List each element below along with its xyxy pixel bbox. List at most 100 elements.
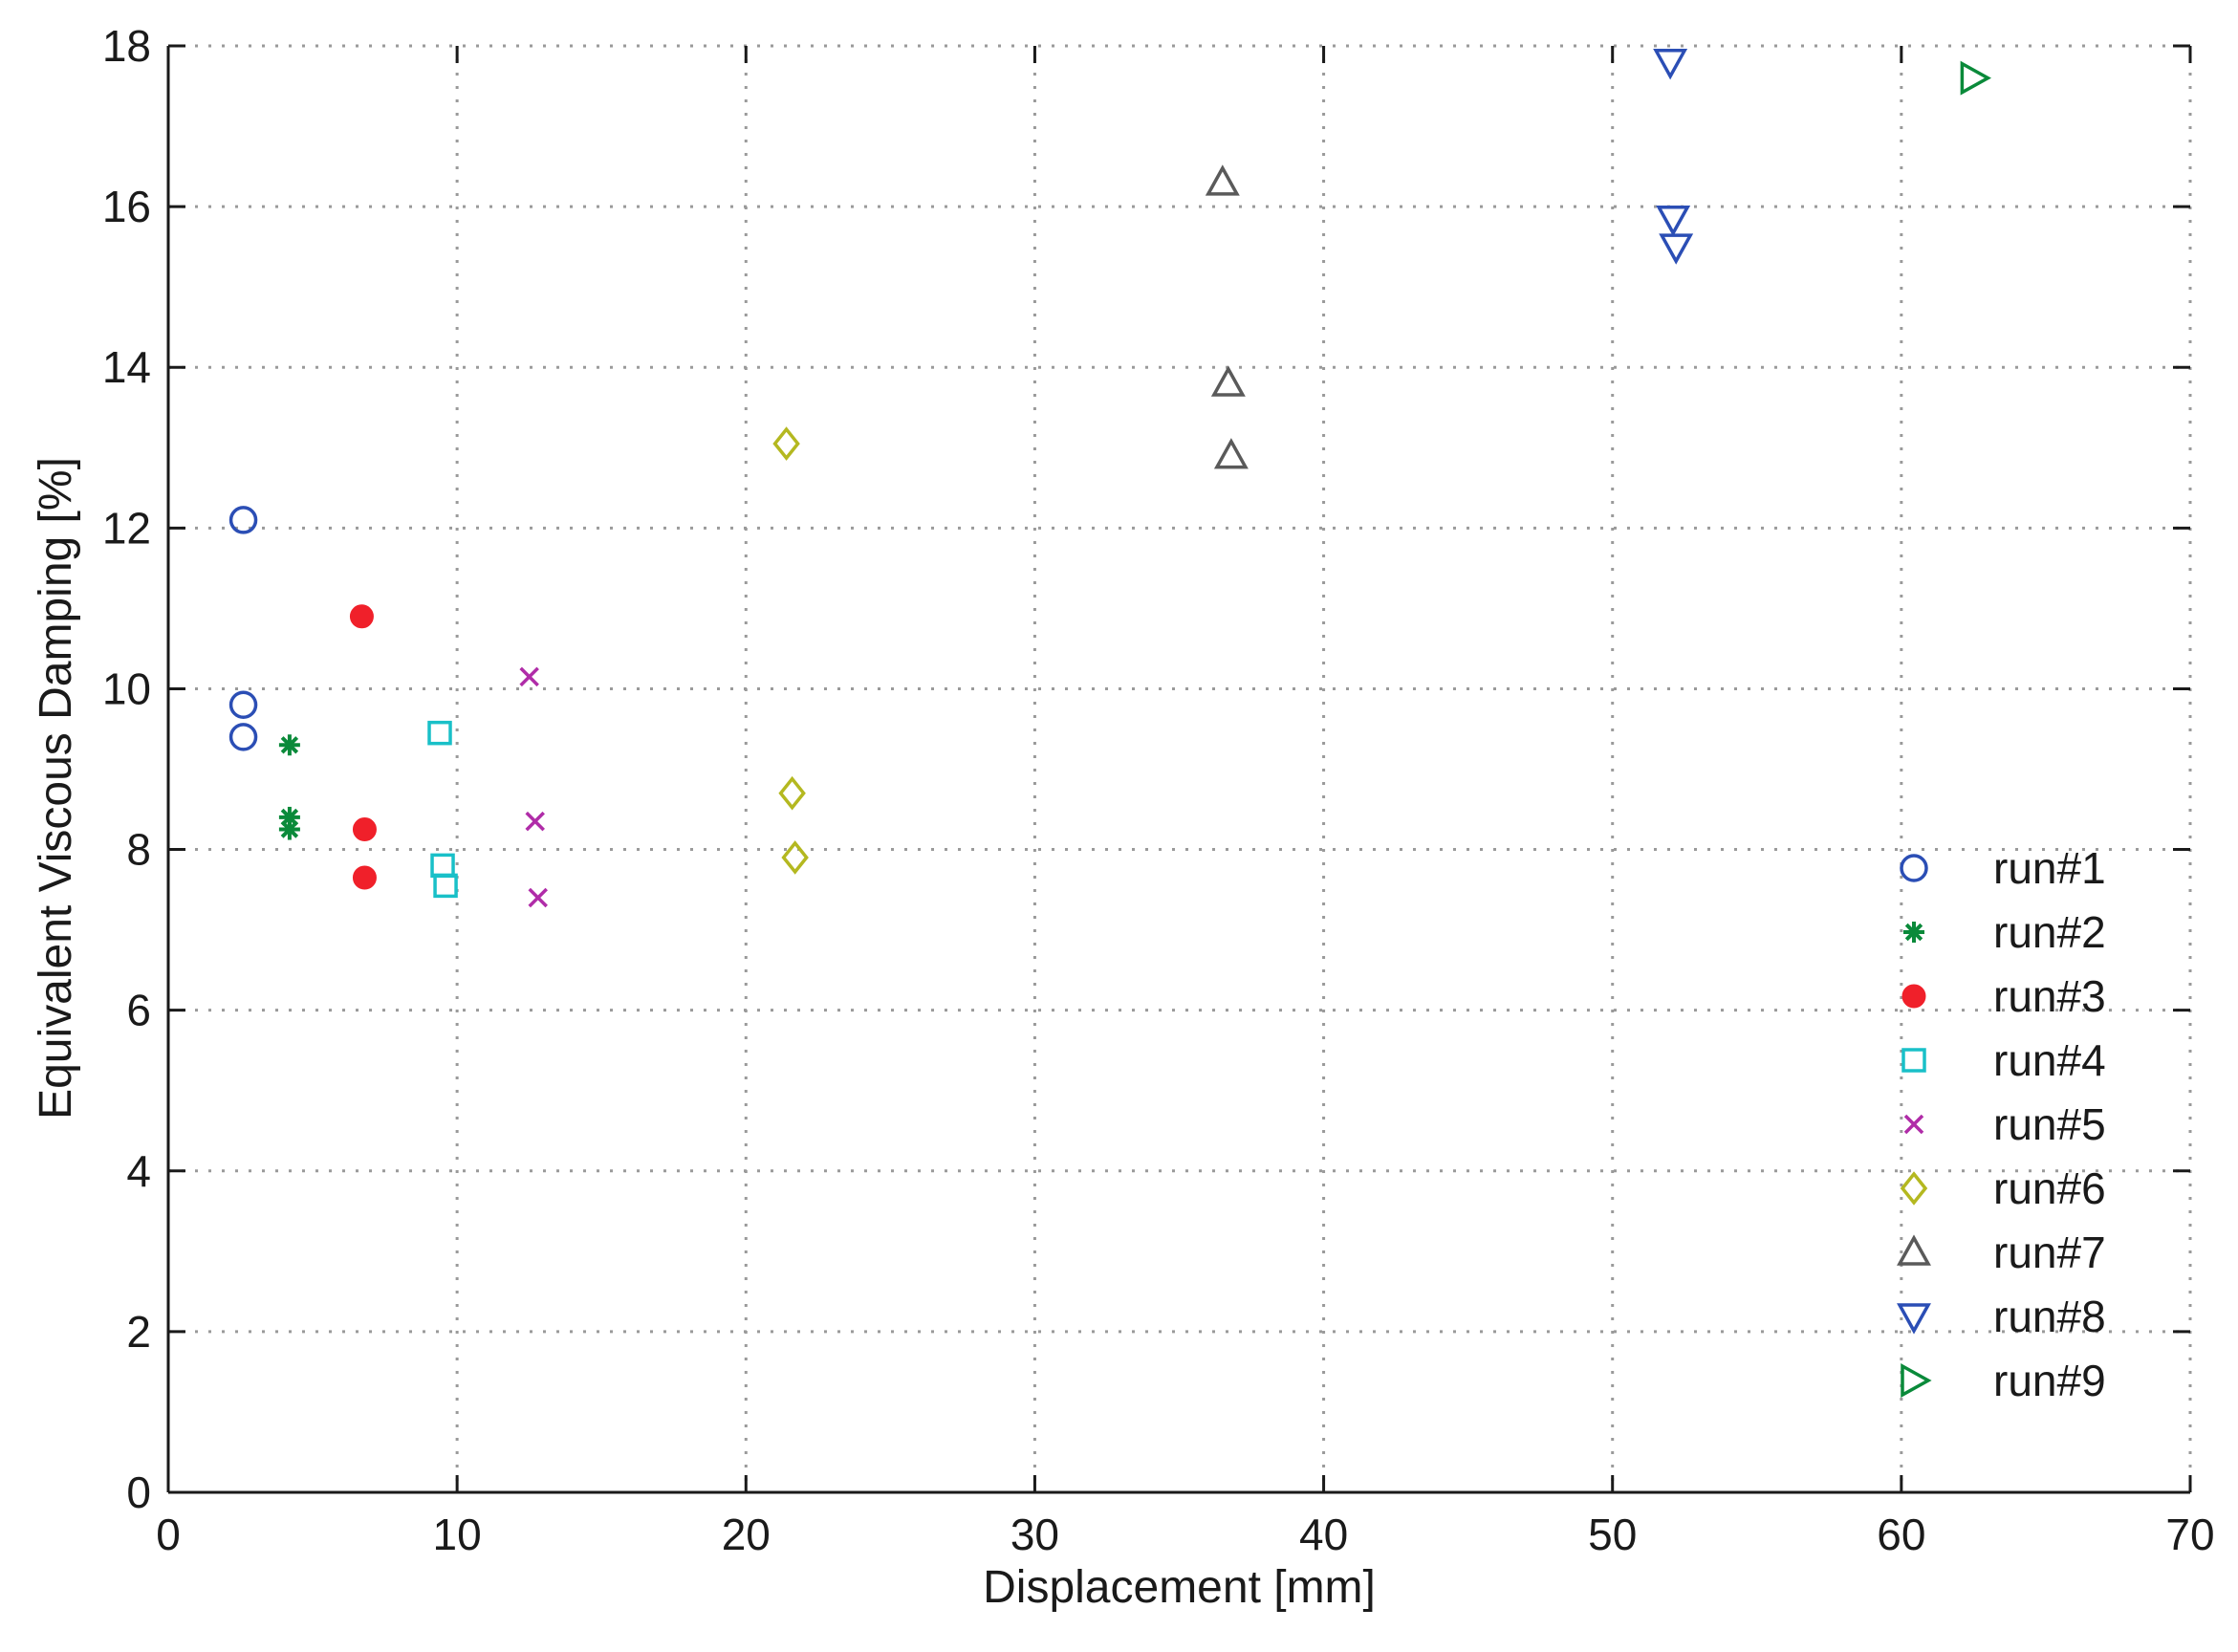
point-run6-2 (778, 775, 806, 811)
legend-label-run9: run#9 (1993, 1356, 2106, 1405)
legend-label-run3: run#3 (1993, 971, 2106, 1021)
x-tick-label: 10 (433, 1510, 482, 1559)
point-run8-2 (1656, 205, 1691, 237)
point-run9-1 (1960, 60, 1991, 96)
point-run8-1 (1653, 49, 1688, 80)
point-run6-1-shape (772, 426, 800, 461)
legend-marker-run4-shape (1901, 1048, 1926, 1073)
point-run5-3-stroke (528, 887, 548, 908)
y-tick-label: 18 (102, 21, 151, 71)
legend-item-run7: run#7 (1897, 1228, 2106, 1277)
y-axis-ticks: 0 2 4 6 8 10 12 14 16 18 (102, 21, 2190, 1517)
point-run8-3 (1659, 233, 1694, 265)
y-tick-label: 14 (102, 342, 151, 392)
legend-item-run6: run#6 (1900, 1163, 2106, 1213)
legend-marker-run8 (1897, 1303, 1931, 1335)
point-run7-1 (1205, 164, 1240, 196)
point-run6-3 (781, 840, 809, 875)
legend-item-run5: run#5 (1903, 1099, 2106, 1149)
legend-marker-run5 (1903, 1114, 1924, 1135)
point-run1-1-shape (228, 506, 258, 534)
point-run2-1-stroke (280, 736, 299, 754)
point-run3-1-shape (349, 604, 374, 629)
y-axis-title: Equivalent Viscous Damping [%] (31, 457, 81, 1119)
y-tick-label: 12 (102, 503, 151, 553)
y-tick-label: 10 (102, 663, 151, 713)
legend-marker-run7-shape (1897, 1234, 1931, 1266)
axes (166, 46, 2190, 1494)
point-run7-2 (1210, 365, 1246, 397)
legend-marker-run8-shape (1897, 1303, 1931, 1335)
legend-label-run4: run#4 (1993, 1035, 2106, 1085)
point-run8-3-shape (1659, 233, 1694, 265)
x-tick-label: 40 (1299, 1510, 1348, 1559)
point-run2-1 (278, 734, 300, 756)
legend-marker-run3 (1901, 984, 1926, 1009)
legend-label-run7: run#7 (1993, 1228, 2106, 1277)
legend: run#1 run#2 run#3 run#4 run#5 run#6 run#7 run#8… (1897, 843, 2106, 1405)
point-run6-3-shape (781, 840, 809, 875)
x-tick-label: 50 (1588, 1510, 1637, 1559)
point-run5-2-stroke (525, 811, 545, 832)
point-run5-2 (525, 811, 545, 832)
legend-label-run5: run#5 (1993, 1099, 2106, 1149)
point-run3-1 (349, 604, 374, 629)
point-run5-3 (528, 887, 548, 908)
point-run7-1-shape (1205, 164, 1240, 196)
x-axis-title: Displacement [mm] (983, 1562, 1376, 1613)
point-run4-1 (427, 720, 452, 746)
x-tick-label: 20 (722, 1510, 771, 1559)
legend-label-run1: run#1 (1993, 843, 2106, 893)
legend-label-run8: run#8 (1993, 1292, 2106, 1341)
legend-marker-run6 (1900, 1171, 1928, 1206)
legend-marker-run4 (1901, 1048, 1926, 1073)
point-run4-3-shape (433, 873, 458, 899)
legend-item-run3: run#3 (1901, 971, 2106, 1021)
legend-marker-run2 (1903, 922, 1924, 943)
y-tick-label: 16 (102, 182, 151, 231)
point-run6-1 (772, 426, 800, 461)
point-run1-3 (228, 723, 258, 751)
legend-marker-run2-stroke (1904, 923, 1923, 942)
y-tick-label: 8 (126, 825, 151, 875)
legend-marker-run9-shape (1901, 1363, 1932, 1398)
y-tick-label: 6 (126, 986, 151, 1035)
x-tick-label: 70 (2165, 1510, 2214, 1559)
point-run1-1 (228, 506, 258, 534)
legend-marker-run1-shape (1900, 854, 1928, 882)
point-run5-1-stroke (519, 666, 539, 687)
point-run1-3-shape (228, 723, 258, 751)
point-run1-2 (228, 690, 258, 720)
point-run8-2-shape (1656, 205, 1691, 237)
legend-item-run4: run#4 (1901, 1035, 2106, 1085)
x-tick-label: 30 (1010, 1510, 1059, 1559)
grid (168, 44, 2192, 1492)
point-run3-3-shape (352, 865, 377, 890)
point-run4-1-shape (427, 720, 452, 746)
y-tick-label: 2 (126, 1307, 151, 1357)
point-run7-3 (1213, 438, 1249, 469)
point-run4-3 (433, 873, 458, 899)
x-tick-label: 0 (156, 1510, 181, 1559)
legend-label-run2: run#2 (1993, 907, 2106, 957)
point-run3-3 (352, 865, 377, 890)
legend-item-run1: run#1 (1900, 843, 2106, 893)
point-run9-1-shape (1960, 60, 1991, 96)
legend-marker-run1 (1900, 854, 1928, 882)
point-run6-2-shape (778, 775, 806, 811)
legend-label-run6: run#6 (1993, 1163, 2106, 1213)
point-run3-2-shape (352, 817, 377, 842)
point-run5-1 (519, 666, 539, 687)
legend-item-run9: run#9 (1901, 1356, 2106, 1405)
point-run1-2-shape (228, 690, 258, 720)
y-tick-label: 0 (126, 1467, 151, 1517)
y-tick-label: 4 (126, 1146, 151, 1196)
point-run2-3-stroke (280, 820, 299, 838)
x-axis-ticks: 0 10 20 30 40 50 60 70 (156, 46, 2215, 1559)
point-run3-2 (352, 817, 377, 842)
point-run8-1-shape (1653, 49, 1688, 80)
legend-marker-run6-shape (1900, 1171, 1928, 1206)
point-run4-2 (430, 853, 455, 879)
